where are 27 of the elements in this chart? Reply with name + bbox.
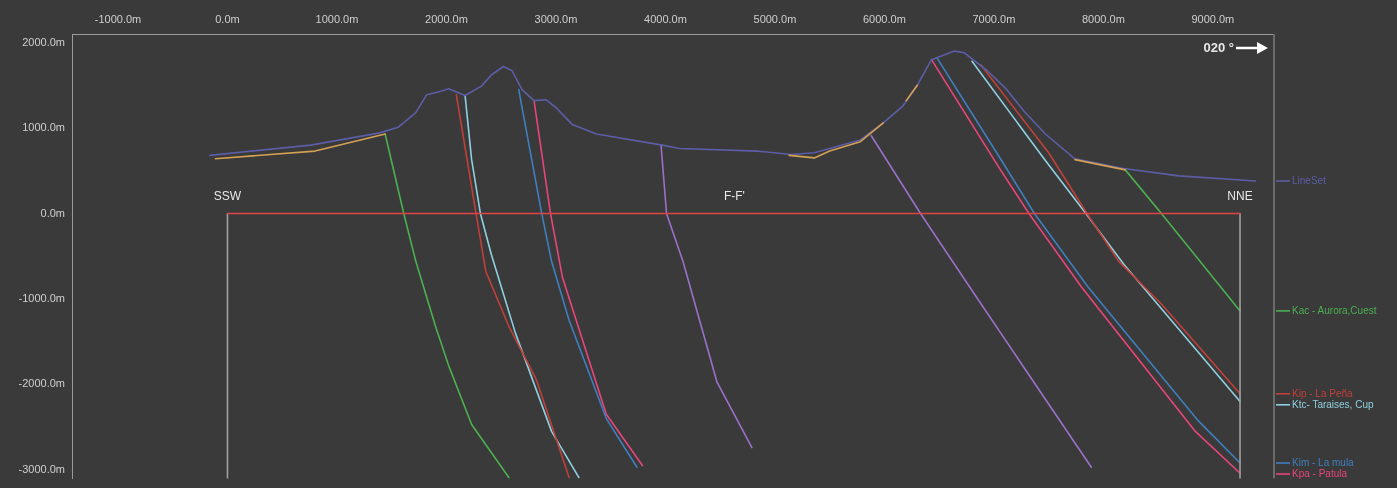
y-tick-label: 2000.0m [22, 35, 65, 48]
annotation: 020 ° [1203, 39, 1234, 55]
legend-label: Kip - La Peña [1292, 387, 1354, 399]
x-tick-label: 5000.0m [753, 13, 797, 26]
annotation: NNE [1227, 188, 1253, 203]
y-tick-label: -3000.0m [18, 462, 65, 475]
y-tick-label: 1000.0m [22, 121, 65, 134]
legend-label: LineSet [1292, 174, 1327, 186]
x-tick-label: 4000.0m [644, 13, 687, 26]
legend-label: Kac - Aurora,Cuest [1292, 304, 1377, 316]
x-tick-label: 9000.0m [1191, 13, 1235, 26]
x-tick-label: 7000.0m [972, 13, 1016, 26]
annotation: F-F' [723, 188, 745, 203]
annotation: SSW [213, 188, 242, 203]
x-tick-label: 8000.0m [1081, 13, 1125, 26]
x-tick-label: 6000.0m [863, 13, 906, 26]
y-tick-label: -1000.0m [18, 291, 65, 304]
x-tick-label: 3000.0m [534, 13, 578, 26]
x-tick-label: 2000.0m [425, 13, 468, 26]
x-tick-label: 1000.0m [315, 13, 359, 26]
legend-label: Kpa - Patula [1292, 467, 1348, 479]
legend-label: Ktc- Taraises, Cup [1292, 398, 1374, 410]
y-tick-label: -2000.0m [18, 377, 65, 390]
y-tick-label: 0.0m [40, 206, 65, 219]
x-tick-label: 0.0m [215, 13, 240, 26]
x-tick-label: -1000.0m [94, 13, 142, 26]
legend-label: Kim - La mula [1292, 456, 1355, 468]
